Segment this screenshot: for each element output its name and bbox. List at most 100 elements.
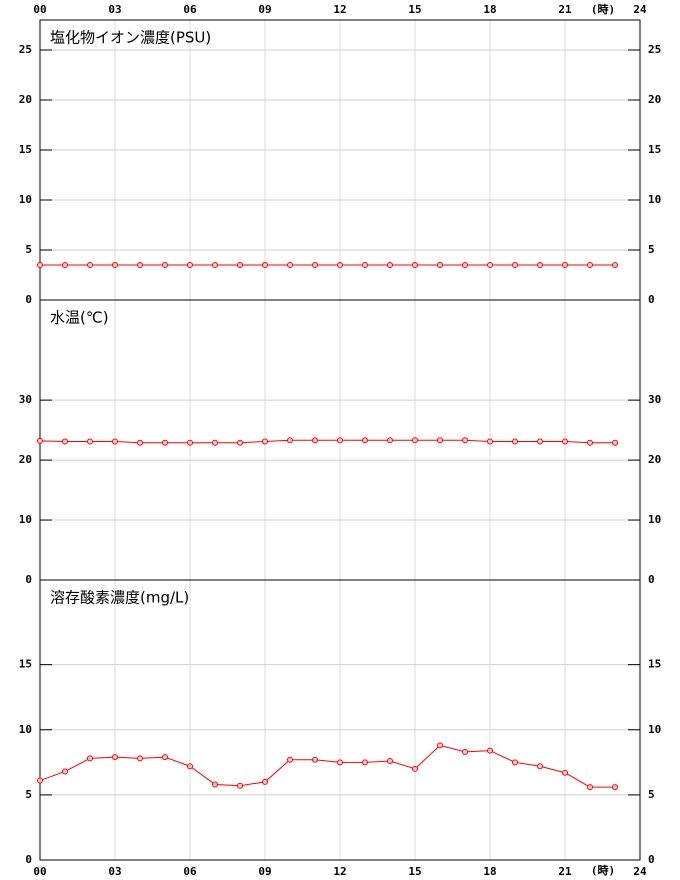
y-tick-label: 5 bbox=[25, 788, 32, 801]
y-tick-label: 5 bbox=[25, 243, 32, 256]
data-point bbox=[487, 747, 493, 754]
data-point bbox=[87, 438, 93, 445]
data-point bbox=[112, 438, 118, 445]
data-point bbox=[112, 754, 118, 761]
data-point bbox=[287, 262, 293, 268]
y-tick-label: 10 bbox=[19, 723, 32, 736]
data-point bbox=[187, 439, 193, 446]
y-tick-label: 10 bbox=[648, 723, 661, 736]
data-point bbox=[37, 777, 43, 784]
x-unit-bottom: (時) bbox=[591, 863, 615, 877]
data-point bbox=[587, 784, 593, 791]
data-point bbox=[337, 437, 343, 444]
y-tick-label: 20 bbox=[648, 93, 661, 106]
y-tick-label: 15 bbox=[19, 143, 32, 156]
x-tick-label: 03 bbox=[108, 3, 121, 16]
y-tick-label: 25 bbox=[648, 43, 661, 56]
x-tick-label: 06 bbox=[183, 3, 197, 16]
data-point bbox=[312, 437, 318, 444]
data-point bbox=[512, 438, 518, 445]
data-point bbox=[187, 763, 193, 770]
data-point bbox=[162, 439, 168, 446]
data-point bbox=[137, 262, 143, 268]
data-point bbox=[387, 758, 393, 765]
y-tick-label: 30 bbox=[648, 393, 661, 406]
x-tick-label: 03 bbox=[108, 865, 121, 878]
y-tick-label: 15 bbox=[648, 658, 661, 671]
data-point bbox=[487, 262, 493, 268]
data-point bbox=[287, 756, 293, 763]
y-tick-label: 25 bbox=[19, 43, 32, 56]
y-tick-label: 0 bbox=[648, 293, 655, 306]
data-point bbox=[62, 438, 68, 445]
data-point bbox=[462, 748, 468, 755]
x-tick-label: 18 bbox=[483, 3, 496, 16]
data-point bbox=[62, 768, 68, 775]
data-point bbox=[562, 262, 568, 268]
data-point bbox=[87, 262, 93, 268]
x-tick-label: 15 bbox=[408, 3, 421, 16]
data-point bbox=[212, 781, 218, 788]
y-tick-label: 0 bbox=[25, 293, 32, 306]
series-line bbox=[39, 744, 615, 788]
data-point bbox=[37, 437, 43, 444]
data-point bbox=[412, 765, 418, 772]
x-tick-label: 06 bbox=[183, 865, 197, 878]
x-unit-top: (時) bbox=[591, 2, 615, 16]
data-point bbox=[212, 439, 218, 446]
data-point bbox=[262, 778, 268, 785]
data-point bbox=[487, 438, 493, 445]
data-point bbox=[287, 437, 293, 444]
data-point bbox=[612, 439, 618, 446]
data-point bbox=[462, 437, 468, 444]
data-point bbox=[437, 262, 443, 268]
y-tick-label: 10 bbox=[648, 193, 661, 206]
data-point bbox=[162, 754, 168, 761]
data-point bbox=[212, 262, 218, 268]
y-tick-label: 0 bbox=[648, 853, 655, 866]
y-tick-label: 15 bbox=[19, 658, 32, 671]
y-tick-label: 15 bbox=[648, 143, 661, 156]
y-tick-label: 20 bbox=[648, 453, 661, 466]
data-point bbox=[237, 782, 243, 789]
x-tick-label: 24 bbox=[633, 3, 647, 16]
y-tick-label: 20 bbox=[19, 453, 32, 466]
panel-title: 溶存酸素濃度(mg/L) bbox=[50, 589, 189, 607]
data-point bbox=[37, 262, 43, 268]
data-point bbox=[137, 755, 143, 762]
data-point bbox=[437, 437, 443, 444]
data-point bbox=[337, 262, 343, 268]
series-line bbox=[39, 439, 615, 444]
x-tick-label: 09 bbox=[258, 3, 271, 16]
x-tick-label: 15 bbox=[408, 865, 421, 878]
x-tick-label: 21 bbox=[558, 865, 572, 878]
data-point bbox=[387, 262, 393, 268]
data-point bbox=[437, 742, 443, 749]
x-tick-label: 00 bbox=[33, 3, 46, 16]
data-point bbox=[362, 262, 368, 268]
x-tick-label: 24 bbox=[633, 865, 647, 878]
data-point bbox=[537, 763, 543, 770]
x-tick-label: 09 bbox=[258, 865, 271, 878]
y-tick-label: 5 bbox=[648, 788, 655, 801]
x-tick-label: 18 bbox=[483, 865, 496, 878]
panel-title: 塩化物イオン濃度(PSU) bbox=[50, 29, 211, 47]
y-tick-label: 5 bbox=[648, 243, 655, 256]
y-tick-label: 20 bbox=[19, 93, 32, 106]
data-point bbox=[387, 437, 393, 444]
data-point bbox=[237, 262, 243, 268]
data-point bbox=[237, 439, 243, 446]
panel-frame bbox=[39, 579, 641, 861]
data-point bbox=[187, 262, 193, 268]
data-point bbox=[537, 262, 543, 268]
data-point bbox=[562, 769, 568, 776]
y-tick-label: 10 bbox=[19, 193, 32, 206]
data-point bbox=[312, 756, 318, 763]
data-point bbox=[162, 262, 168, 268]
y-tick-label: 10 bbox=[19, 513, 32, 526]
panel-title: 水温(℃) bbox=[50, 309, 109, 327]
data-point bbox=[62, 262, 68, 268]
y-tick-label: 0 bbox=[25, 573, 32, 586]
